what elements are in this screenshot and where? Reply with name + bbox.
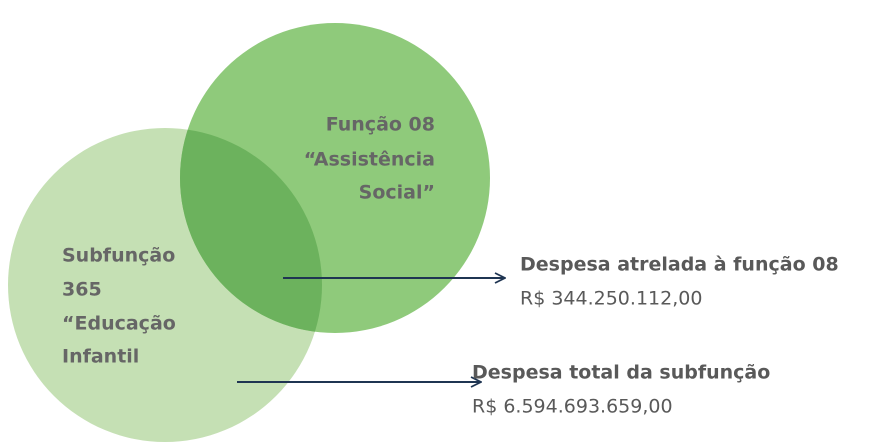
annotation-title: Despesa atrelada à função 08 bbox=[520, 254, 839, 276]
overlap bbox=[180, 128, 322, 333]
annotation-title: Despesa total da subfunção bbox=[472, 362, 770, 384]
circle-label: “Educação bbox=[62, 313, 176, 335]
circle-label: “Assistência bbox=[304, 149, 435, 171]
circle-label: Subfunção bbox=[62, 245, 175, 267]
circle-label: Função 08 bbox=[326, 114, 435, 136]
annotation-value: R$ 6.594.693.659,00 bbox=[472, 396, 673, 418]
circle-label: Infantil bbox=[62, 346, 139, 368]
annotation-value: R$ 344.250.112,00 bbox=[520, 288, 702, 310]
circle-label: Social” bbox=[359, 182, 435, 204]
circle-label: 365 bbox=[62, 279, 102, 301]
